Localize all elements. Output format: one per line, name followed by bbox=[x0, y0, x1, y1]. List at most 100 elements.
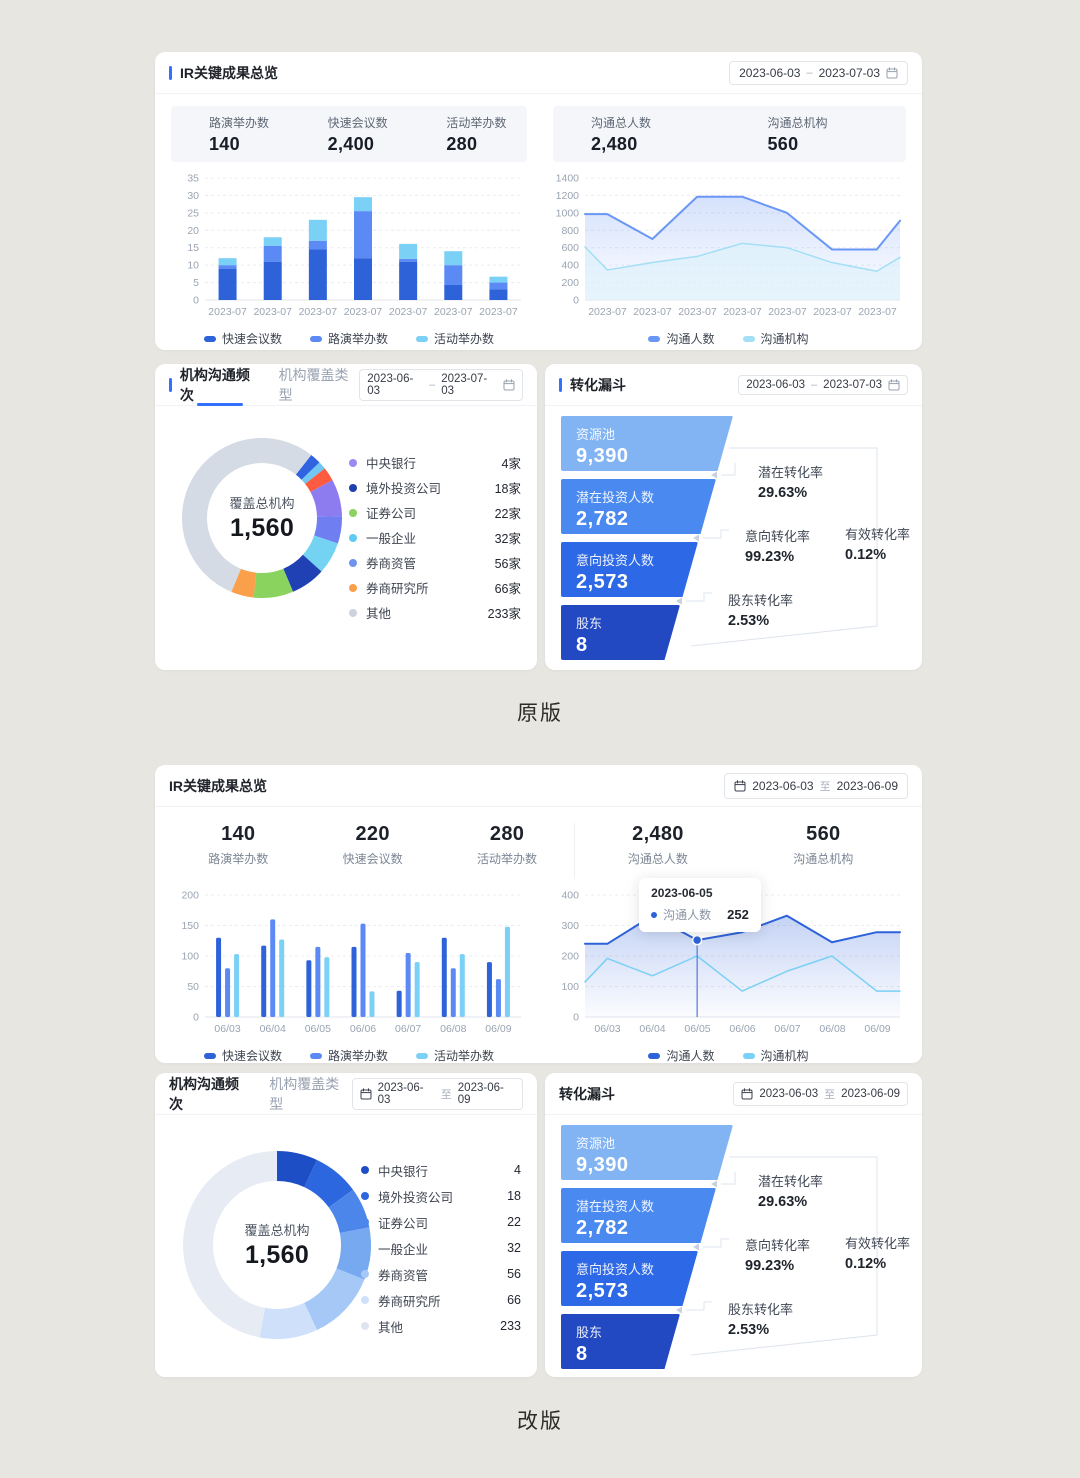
donut-ring[interactable] bbox=[183, 1151, 371, 1339]
legend-item[interactable]: 中央银行 4家 bbox=[349, 450, 521, 475]
card-header: IR关键成果总览 2023-06-03 至 2023-06-09 bbox=[155, 765, 922, 807]
rate-shareholder-conversion: 股东转化率 2.53% bbox=[728, 1302, 794, 1338]
legend-item[interactable]: 沟通机构 bbox=[742, 330, 809, 347]
funnel-chart[interactable]: 资源池 9,390 潜在投资人数 2,782 意向投资人数 2,573 股东 8… bbox=[561, 1125, 910, 1371]
date-range-picker[interactable]: 2023-06-03 至 2023-06-09 bbox=[733, 1081, 908, 1106]
legend-item[interactable]: 券商资管 56家 bbox=[349, 550, 521, 575]
legend-item[interactable]: 一般企业 32家 bbox=[349, 525, 521, 550]
legend-item[interactable]: 快速会议数 bbox=[203, 330, 282, 347]
chart-legend: 快速会议数 路演举办数 活动举办数 bbox=[171, 1047, 527, 1064]
funnel-connector-lines bbox=[676, 447, 878, 647]
date-range-picker[interactable]: 2023-06-03 – 2023-07-03 bbox=[359, 368, 523, 401]
stat-activities: 280 活动举办数 bbox=[477, 823, 538, 866]
svg-text:30: 30 bbox=[187, 190, 199, 202]
tab-comm-frequency[interactable]: 机构沟通频次 bbox=[179, 366, 250, 403]
bar-plot-area[interactable]: 0 5 10 15 20 25 30 35 2023-07 2023-07 2023-07 2023-… bbox=[171, 170, 527, 322]
legend-item[interactable]: 券商资管 56 bbox=[361, 1261, 521, 1287]
svg-text:0: 0 bbox=[193, 1012, 199, 1024]
svg-text:06/08: 06/08 bbox=[440, 1023, 466, 1035]
stacked-bar-chart-original[interactable]: 0 5 10 15 20 25 30 35 2023-07 2023-07 2023-07 2023-… bbox=[171, 170, 527, 347]
donut-chart[interactable]: 覆盖总机构 1,560 bbox=[182, 438, 342, 598]
svg-text:06/07: 06/07 bbox=[774, 1023, 800, 1035]
legend-item[interactable]: 证券公司 22家 bbox=[349, 500, 521, 525]
stat-group-events: 140 路演举办数 220 快速会议数 280 活动举办数 bbox=[171, 823, 576, 879]
tab-coverage-type[interactable]: 机构覆盖类型 bbox=[278, 366, 349, 403]
svg-text:200: 200 bbox=[561, 277, 579, 289]
svg-text:25: 25 bbox=[187, 207, 199, 219]
legend-item[interactable]: 路演举办数 bbox=[309, 1047, 388, 1064]
legend-item[interactable]: 券商研究所 66家 bbox=[349, 575, 521, 600]
svg-text:06/04: 06/04 bbox=[639, 1023, 665, 1035]
line-chart-revised[interactable]: 0 100 200 300 400 06/03 06/04 06/05 06/06 06/07 06… bbox=[551, 878, 906, 1064]
svg-text:600: 600 bbox=[561, 242, 579, 254]
svg-text:06/06: 06/06 bbox=[350, 1023, 376, 1035]
date-separator: – bbox=[429, 378, 436, 391]
grouped-bar-chart-revised[interactable]: 0 50 100 150 200 06/03 06/04 06/05 06/06 06/07 06/… bbox=[171, 887, 527, 1064]
svg-text:06/08: 06/08 bbox=[819, 1023, 845, 1035]
stat-strip-comms: 沟通总人数 2,480 沟通总机构 560 bbox=[553, 106, 906, 162]
date-range-picker[interactable]: 2023-06-03 至 2023-06-09 bbox=[351, 1077, 523, 1110]
donut-legend: 中央银行 4 境外投资公司 18 证券公司 22 一般企业 32 券商资管 56 券商研究… bbox=[361, 1157, 521, 1339]
legend-item[interactable]: 活动举办数 bbox=[416, 330, 494, 347]
legend-item[interactable]: 券商研究所 66 bbox=[361, 1287, 521, 1313]
date-range-picker[interactable]: 2023-06-03 – 2023-07-03 bbox=[729, 60, 908, 85]
tab-comm-frequency[interactable]: 机构沟通频次 bbox=[169, 1075, 239, 1112]
svg-text:2023-07: 2023-07 bbox=[813, 306, 852, 318]
stat-row: 140 路演举办数 220 快速会议数 280 活动举办数 2,480 沟通总人… bbox=[171, 823, 906, 879]
date-range-picker[interactable]: 2023-06-03 – 2023-07-03 bbox=[738, 374, 908, 395]
svg-text:2023-07: 2023-07 bbox=[344, 306, 383, 318]
svg-text:10: 10 bbox=[187, 260, 199, 272]
legend-item[interactable]: 沟通人数 bbox=[648, 330, 715, 347]
line-plot-area[interactable]: 0 100 200 300 400 06/03 06/04 06/05 06/06 06/07 06… bbox=[551, 887, 906, 1039]
svg-text:06/07: 06/07 bbox=[395, 1023, 421, 1035]
section-label-revised: 改版 bbox=[517, 1410, 563, 1433]
svg-text:06/05: 06/05 bbox=[684, 1023, 710, 1035]
card-org-coverage-revised: 机构沟通频次 机构覆盖类型 2023-06-03 至 2023-06-09 覆盖… bbox=[155, 1073, 537, 1377]
legend-item[interactable]: 其他 233 bbox=[361, 1313, 521, 1339]
card-overview-revised: IR关键成果总览 2023-06-03 至 2023-06-09 140 路演举… bbox=[155, 765, 922, 1063]
svg-text:200: 200 bbox=[181, 890, 199, 902]
funnel-stage-resource-pool: 资源池 9,390 bbox=[561, 1125, 733, 1180]
date-separator: – bbox=[806, 66, 813, 79]
legend-item[interactable]: 快速会议数 bbox=[203, 1047, 282, 1064]
legend-item[interactable]: 路演举办数 bbox=[309, 330, 388, 347]
legend-item[interactable]: 证券公司 22 bbox=[361, 1209, 521, 1235]
svg-text:06/09: 06/09 bbox=[864, 1023, 890, 1035]
date-range-picker[interactable]: 2023-06-03 至 2023-06-09 bbox=[724, 772, 908, 799]
line-plot-area[interactable]: 0 200 400 600 800 1000 1200 1400 2023-07 2023-07 2… bbox=[551, 170, 906, 322]
legend-item[interactable]: 境外投资公司 18 bbox=[361, 1183, 521, 1209]
rate-effective-conversion: 有效转化率 0.12% bbox=[845, 527, 911, 563]
legend-item[interactable]: 一般企业 32 bbox=[361, 1235, 521, 1261]
rate-effective-conversion: 有效转化率 0.12% bbox=[845, 1236, 911, 1272]
donut-chart[interactable]: 覆盖总机构 1,560 bbox=[183, 1151, 371, 1339]
bar-plot-area[interactable]: 0 50 100 150 200 06/03 06/04 06/05 06/06 06/07 06/… bbox=[171, 887, 527, 1039]
funnel-chart[interactable]: 资源池 9,390 潜在投资人数 2,782 意向投资人数 2,573 股东 8… bbox=[561, 416, 910, 664]
funnel-stage-intent-investors: 意向投资人数 2,573 bbox=[561, 1251, 698, 1306]
legend-item[interactable]: 沟通机构 bbox=[742, 1047, 809, 1064]
donut-ring[interactable] bbox=[182, 438, 342, 598]
chart-legend: 沟通人数 沟通机构 bbox=[551, 330, 906, 347]
accent-bar bbox=[169, 377, 172, 392]
legend-item[interactable]: 活动举办数 bbox=[416, 1047, 494, 1064]
calendar-icon bbox=[886, 66, 898, 79]
area-chart-original[interactable]: 0 200 400 600 800 1000 1200 1400 2023-07 2023-07 2… bbox=[551, 170, 906, 347]
funnel-stage-potential-investors: 潜在投资人数 2,782 bbox=[561, 479, 716, 534]
legend-item[interactable]: 中央银行 4 bbox=[361, 1157, 521, 1183]
legend-item[interactable]: 沟通人数 bbox=[648, 1047, 715, 1064]
date-start: 2023-06-03 bbox=[377, 1081, 424, 1106]
date-end: 2023-07-03 bbox=[823, 378, 882, 391]
stat-activities: 活动举办数 280 bbox=[446, 115, 507, 154]
svg-text:100: 100 bbox=[181, 951, 199, 963]
svg-text:15: 15 bbox=[187, 242, 199, 254]
tab-coverage-type[interactable]: 机构覆盖类型 bbox=[269, 1075, 340, 1112]
stat-roadshow: 路演举办数 140 bbox=[209, 115, 270, 154]
funnel-stage-shareholders: 股东 8 bbox=[561, 605, 680, 660]
legend-item[interactable]: 境外投资公司 18家 bbox=[349, 475, 521, 500]
svg-text:2023-07: 2023-07 bbox=[858, 306, 897, 318]
svg-text:0: 0 bbox=[573, 1012, 579, 1024]
stat-total-orgs: 560 沟通总机构 bbox=[793, 823, 854, 866]
svg-text:150: 150 bbox=[181, 920, 199, 932]
legend-item[interactable]: 其他 233家 bbox=[349, 600, 521, 625]
card-funnel-revised: 转化漏斗 2023-06-03 至 2023-06-09 资源池 9,390 潜… bbox=[545, 1073, 922, 1377]
donut-legend: 中央银行 4家 境外投资公司 18家 证券公司 22家 一般企业 32家 券商资管 56家… bbox=[349, 450, 521, 625]
